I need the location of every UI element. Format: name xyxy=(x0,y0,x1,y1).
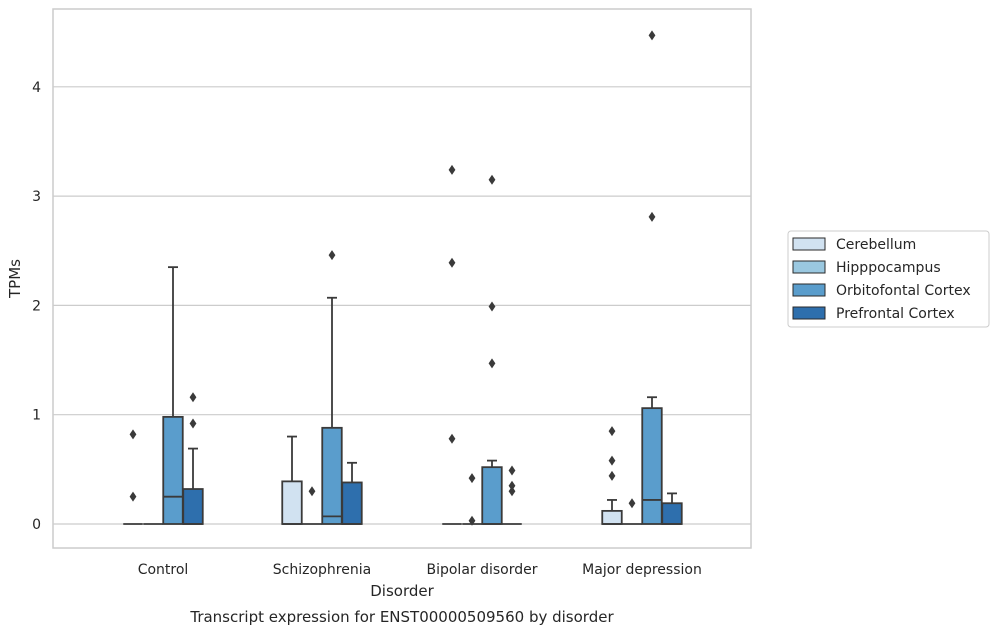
y-axis-label: TPMs xyxy=(6,259,24,299)
legend-item: Hipppocampus xyxy=(792,260,941,276)
series-prefrontal-cortex xyxy=(182,392,683,525)
box xyxy=(601,509,623,525)
y-tick-label: 2 xyxy=(32,298,41,314)
legend-label: Orbitofontal Cortex xyxy=(836,283,971,299)
legend-swatch xyxy=(792,283,826,297)
series-orbitofontal-cortex xyxy=(162,30,663,525)
box xyxy=(162,415,184,525)
outlier-point xyxy=(488,358,496,369)
x-tick-label: Bipolar disorder xyxy=(426,562,537,578)
outlier-point xyxy=(508,480,516,491)
outlier-point xyxy=(189,418,197,429)
legend-swatch xyxy=(792,306,826,320)
y-tick-label: 3 xyxy=(32,189,41,205)
box xyxy=(182,488,204,525)
legend-frame xyxy=(787,230,990,328)
x-tick-label: Control xyxy=(138,562,189,578)
outlier-point xyxy=(308,486,316,497)
box-plot-area xyxy=(123,30,683,526)
outlier-point xyxy=(648,30,656,41)
legend-item: Orbitofontal Cortex xyxy=(792,283,971,299)
legend: Cerebellum Hipppocampus Orbitofontal Corte… xyxy=(787,230,990,328)
outlier-point xyxy=(608,470,616,481)
legend-label: Hipppocampus xyxy=(836,260,941,276)
outlier-point xyxy=(328,250,336,261)
outlier-point xyxy=(129,491,137,502)
outlier-point xyxy=(448,257,456,268)
outlier-point xyxy=(468,473,476,484)
plot-frame xyxy=(52,8,752,549)
outlier-point xyxy=(448,164,456,175)
outlier-point xyxy=(129,429,137,440)
y-tick-label: 0 xyxy=(32,517,41,533)
outlier-point xyxy=(648,211,656,222)
box xyxy=(641,407,663,525)
y-tick-label: 4 xyxy=(32,80,41,96)
outlier-point xyxy=(189,392,197,403)
outlier-point xyxy=(608,426,616,437)
outlier-point xyxy=(628,498,636,509)
box xyxy=(281,480,303,525)
x-axis-ticks: Control Schizophrenia Bipolar disorder Majo… xyxy=(138,562,702,578)
legend-label: Prefrontal Cortex xyxy=(836,306,955,322)
outlier-point xyxy=(468,515,476,526)
outlier-point xyxy=(488,301,496,312)
legend-item: Cerebellum xyxy=(792,237,916,253)
y-tick-label: 1 xyxy=(32,408,41,424)
outlier-point xyxy=(608,455,616,466)
legend-label: Cerebellum xyxy=(836,237,916,253)
outlier-point xyxy=(508,465,516,476)
box xyxy=(661,502,683,525)
outlier-point xyxy=(448,433,456,444)
y-axis-ticks: 0 1 2 3 4 xyxy=(32,80,41,533)
box xyxy=(341,481,363,525)
box xyxy=(321,426,343,525)
legend-swatch xyxy=(792,237,826,251)
box xyxy=(481,466,503,525)
outlier-point xyxy=(508,486,516,497)
legend-swatch xyxy=(792,260,826,274)
x-tick-label: Major depression xyxy=(582,562,702,578)
outlier-point xyxy=(488,174,496,185)
series-hipppocampus xyxy=(143,473,642,526)
legend-item: Prefrontal Cortex xyxy=(792,306,955,322)
x-axis-label: Disorder xyxy=(370,582,434,600)
series-cerebellum xyxy=(123,164,623,525)
chart-caption: Transcript expression for ENST0000050956… xyxy=(189,608,614,626)
x-tick-label: Schizophrenia xyxy=(273,562,371,578)
